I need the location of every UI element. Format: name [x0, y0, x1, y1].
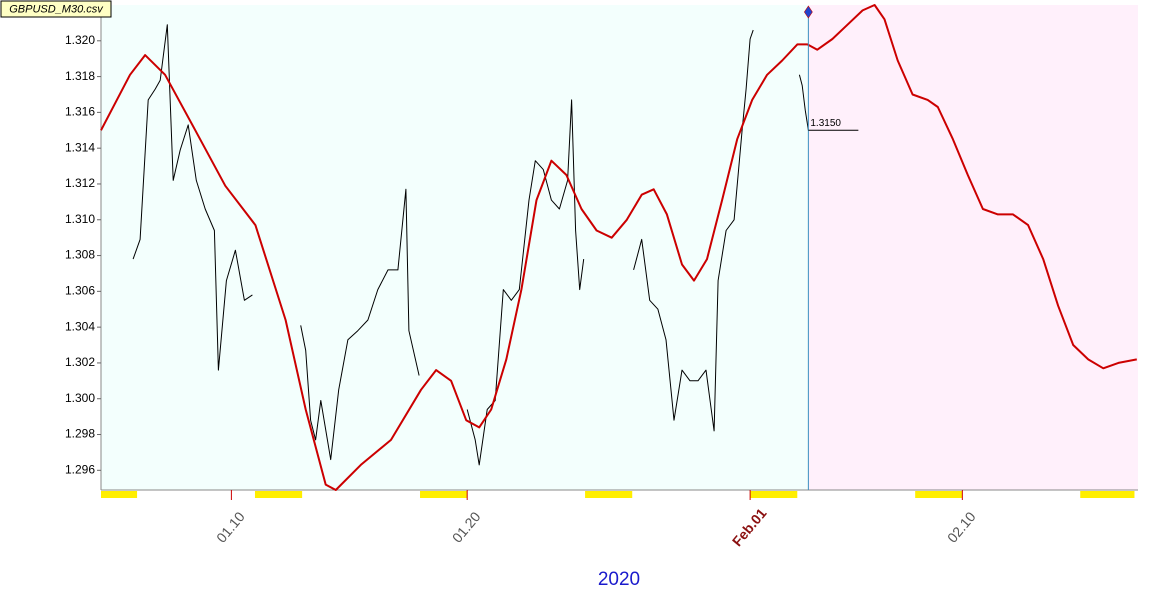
- weekend-bar: [101, 491, 138, 498]
- history-area: [101, 5, 809, 490]
- y-tick-label: 1.320: [65, 33, 95, 47]
- series-line: [132, 24, 253, 371]
- y-tick-label: 1.306: [65, 284, 95, 298]
- weekend-bar: [254, 491, 303, 498]
- x-tick-label: 02.10: [944, 508, 979, 545]
- x-tick-label: 01.10: [213, 508, 248, 545]
- series-line: [100, 4, 1137, 491]
- weekend-bar: [585, 491, 633, 498]
- forecast-area: [808, 5, 1138, 490]
- y-tick-label: 1.304: [65, 319, 95, 333]
- y-tick-label: 1.318: [65, 69, 95, 83]
- y-tick-label: 1.296: [65, 462, 95, 476]
- background-layer: [100, 5, 1138, 491]
- weekend-bar: [1080, 491, 1135, 498]
- series-line: [798, 74, 809, 131]
- x-tick-label: Feb.01: [729, 505, 770, 549]
- y-tick-label: 1.314: [65, 140, 95, 154]
- last-price-label: 1.3150: [810, 118, 841, 129]
- title-box: [0, 0, 112, 18]
- weekend-bar: [915, 491, 963, 498]
- x-axis-title: 2020: [598, 569, 640, 590]
- y-tick-label: 1.302: [65, 355, 95, 369]
- weekend-bar: [420, 491, 468, 498]
- y-tick-label: 1.316: [65, 105, 95, 119]
- y-tick-label: 1.298: [65, 427, 95, 441]
- weekend-bar: [750, 491, 798, 498]
- current-marker: [804, 5, 813, 19]
- chart-title: GBPUSD_M30.csv: [9, 3, 104, 15]
- x-tick-label: 01.20: [449, 508, 484, 545]
- y-tick-label: 1.300: [65, 391, 95, 405]
- series-line: [300, 188, 420, 461]
- y-tick-label: 1.312: [65, 176, 95, 190]
- y-tick-label: 1.310: [65, 212, 95, 226]
- y-tick-label: 1.308: [65, 248, 95, 262]
